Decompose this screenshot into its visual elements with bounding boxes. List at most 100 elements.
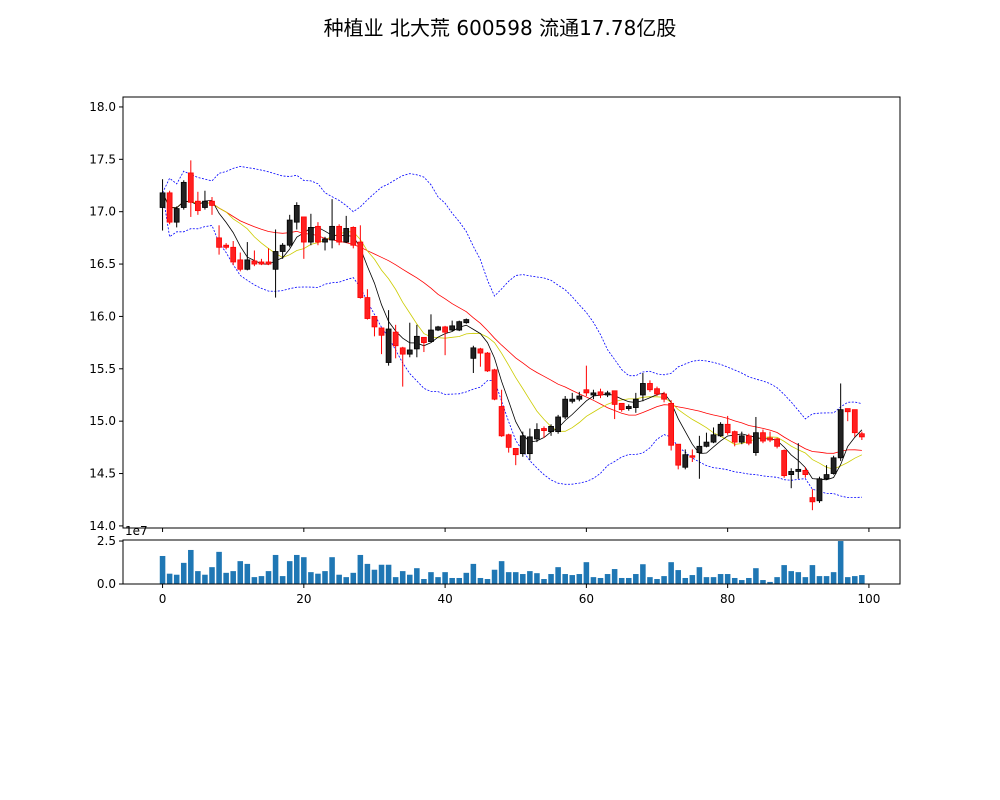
candle-body — [477, 348, 484, 354]
candle — [484, 352, 491, 372]
volume-bar — [188, 549, 194, 584]
volume-bar — [371, 569, 378, 584]
candle-body — [682, 454, 689, 468]
volume-bar — [647, 577, 653, 584]
y-tick-label: 17.0 — [89, 205, 116, 219]
candle — [830, 455, 837, 475]
volume-bar — [470, 563, 477, 584]
volume-bar — [781, 565, 787, 584]
candle-body — [357, 241, 364, 298]
candle — [583, 365, 590, 397]
volume-y-tick-label: 2.5 — [97, 534, 116, 548]
candle-body — [244, 259, 251, 270]
candle — [682, 449, 689, 470]
candle — [216, 225, 222, 255]
candle-body — [668, 402, 675, 446]
volume-bar — [265, 571, 272, 584]
y-tick-label: 17.5 — [89, 152, 116, 166]
candle-body — [788, 471, 795, 475]
volume-bar — [195, 571, 201, 584]
candle-body — [251, 260, 258, 265]
volume-bar — [209, 567, 215, 584]
volume-bar — [449, 577, 455, 584]
y-tick-label: 14.0 — [89, 519, 116, 533]
volume-bar — [286, 561, 293, 584]
candle-body — [413, 335, 420, 350]
candle — [364, 289, 371, 320]
candle-body — [640, 383, 646, 396]
volume-bar — [343, 577, 349, 584]
candle-body — [456, 321, 463, 331]
candle-body — [385, 328, 392, 363]
candle-body — [774, 438, 780, 447]
ma20-line — [162, 192, 862, 454]
candle — [392, 324, 399, 359]
candle — [738, 431, 745, 445]
volume-bar — [837, 541, 844, 584]
candle-body — [738, 435, 745, 443]
candle — [399, 346, 406, 387]
volume-bar — [279, 576, 286, 584]
candle — [519, 431, 526, 457]
candle-body — [435, 326, 441, 331]
candle-body — [505, 434, 512, 448]
volume-bar — [385, 564, 392, 584]
volume-bar — [159, 555, 166, 584]
candle-body — [491, 369, 498, 400]
volume-bar — [576, 574, 583, 584]
volume-bar — [774, 577, 780, 584]
candle-body — [745, 435, 752, 444]
volume-bar — [852, 576, 858, 584]
volume-bar — [724, 574, 731, 584]
candle-body — [286, 219, 293, 246]
volume-bar — [202, 574, 208, 584]
candle — [809, 489, 816, 511]
candle-body — [173, 208, 180, 223]
candle-body — [258, 261, 265, 265]
candle-body — [180, 181, 187, 208]
candle — [844, 408, 851, 422]
candle — [505, 433, 512, 453]
candle-body — [731, 431, 738, 443]
y-tick-label: 16.5 — [89, 257, 116, 271]
x-tick-label: 100 — [857, 592, 880, 606]
volume-bar — [739, 580, 745, 584]
volume-bar — [604, 574, 611, 584]
candle-body — [202, 200, 208, 208]
candle — [541, 426, 547, 438]
volume-bar — [668, 562, 674, 584]
volume-bar — [844, 577, 851, 584]
chart-title: 种植业 北大荒 600598 流通17.78亿股 — [323, 16, 677, 40]
candle-body — [159, 192, 166, 208]
volume-bar — [611, 569, 618, 584]
volume-bar — [654, 579, 660, 584]
volume-bar — [809, 565, 816, 584]
candle-body — [336, 225, 343, 243]
candle-body — [555, 416, 561, 433]
volume-bar — [421, 579, 427, 584]
volume-bar — [357, 554, 364, 584]
candle-body — [837, 409, 844, 459]
candle — [371, 316, 378, 337]
candle-body — [816, 478, 823, 502]
volume-bar — [258, 576, 265, 584]
candle — [512, 447, 519, 466]
candle — [668, 400, 675, 451]
volume-bar — [731, 577, 738, 584]
candle — [816, 476, 823, 503]
volume-bar — [498, 561, 505, 584]
candle-body — [760, 432, 766, 442]
candle — [625, 404, 632, 411]
candle — [837, 383, 844, 461]
candle-body — [654, 388, 660, 395]
volume-bar — [293, 554, 300, 584]
candle — [753, 416, 759, 456]
candle-body — [767, 437, 773, 441]
candle — [223, 243, 230, 250]
candle — [251, 250, 258, 267]
volume-bar — [407, 574, 413, 584]
candle — [428, 314, 434, 342]
candle — [202, 190, 208, 210]
volume-bar — [823, 576, 830, 584]
